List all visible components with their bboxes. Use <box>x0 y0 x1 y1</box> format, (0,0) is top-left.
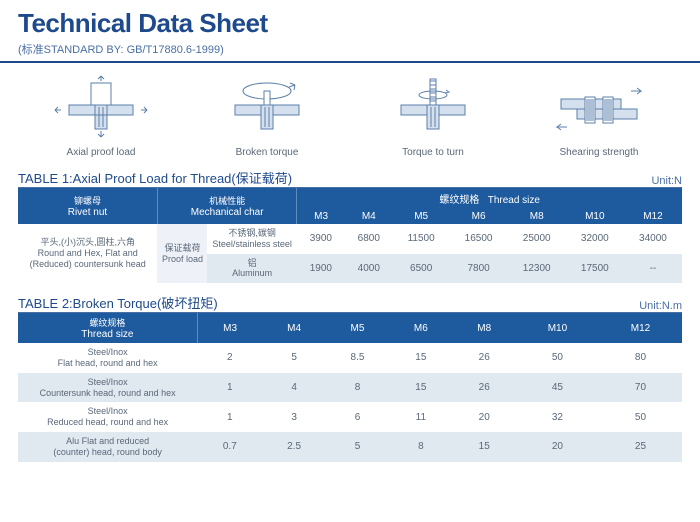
table2-section: TABLE 2:Broken Torque(破坏扭矩) Unit:N.m 螺纹规… <box>0 293 700 471</box>
diagram-label: Broken torque <box>184 147 350 158</box>
diagram-label: Shearing strength <box>516 147 682 158</box>
table2: 螺纹规格Thread sizeM3M4M5M6M8M10M12Steel/Ino… <box>18 313 682 461</box>
diagram-row: Axial proof load Broken torque <box>0 69 700 168</box>
table1-title: TABLE 1:Axial Proof Load for Thread(保证载荷… <box>18 168 292 187</box>
table1-unit: Unit:N <box>651 175 682 187</box>
axial-proof-icon <box>51 75 151 143</box>
diagram-label: Axial proof load <box>18 147 184 158</box>
diagram-label: Torque to turn <box>350 147 516 158</box>
torque-turn-icon <box>383 75 483 143</box>
table2-title: TABLE 2:Broken Torque(破坏扭矩) <box>18 293 218 312</box>
broken-torque-icon <box>217 75 317 143</box>
page-header: Technical Data Sheet (标准STANDARD BY: GB/… <box>0 0 700 63</box>
diagram-axial: Axial proof load <box>18 75 184 158</box>
diagram-broken: Broken torque <box>184 75 350 158</box>
table1: 铆螺母Rivet nut机械性能Mechanical char螺纹规格 Thre… <box>18 188 682 283</box>
diagram-shear: Shearing strength <box>516 75 682 158</box>
page-subtitle: (标准STANDARD BY: GB/T17880.6-1999) <box>18 41 682 57</box>
table1-section: TABLE 1:Axial Proof Load for Thread(保证载荷… <box>0 168 700 293</box>
page-title: Technical Data Sheet <box>18 8 682 39</box>
diagram-torque: Torque to turn <box>350 75 516 158</box>
table2-unit: Unit:N.m <box>639 300 682 312</box>
shearing-icon <box>549 75 649 143</box>
